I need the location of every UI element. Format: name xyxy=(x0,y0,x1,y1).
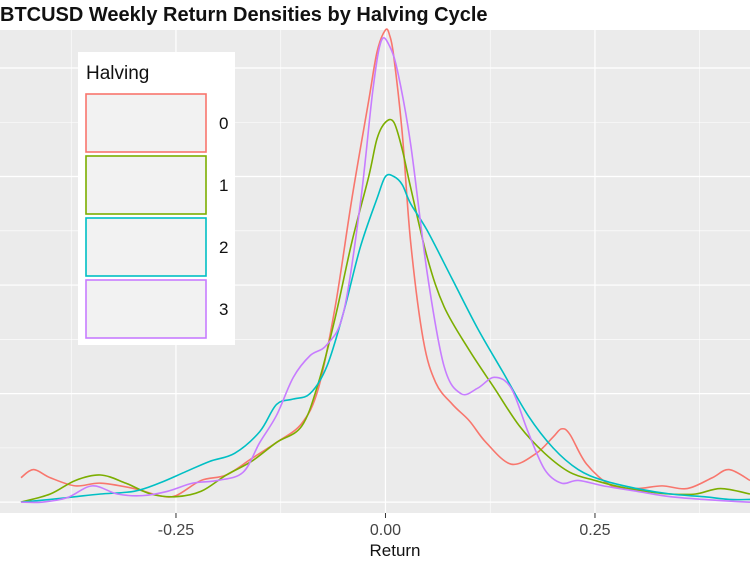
grid-lines xyxy=(0,30,750,513)
x-axis-title: Return xyxy=(369,541,420,560)
legend-label-halving-0: 0 xyxy=(219,114,228,133)
legend-key-halving-2 xyxy=(85,217,207,277)
legend-key-halving-1 xyxy=(85,155,207,215)
density-line-halving-2 xyxy=(20,173,750,503)
density-series xyxy=(20,28,750,504)
legend-label-halving-1: 1 xyxy=(219,176,228,195)
legend-label-halving-2: 2 xyxy=(219,238,228,257)
legend: Halving 0 1 2 3 xyxy=(78,52,235,345)
legend-key-halving-3 xyxy=(85,279,207,339)
density-line-halving-1 xyxy=(20,118,750,503)
x-tick-label: -0.25 xyxy=(158,522,195,539)
x-tick-label: 0.25 xyxy=(579,522,610,539)
legend-title: Halving xyxy=(86,63,149,84)
density-line-halving-3 xyxy=(20,37,750,504)
legend-label-halving-3: 3 xyxy=(219,300,228,319)
x-axis-ticks: -0.25 0.00 0.25 xyxy=(158,513,611,539)
x-tick-label: 0.00 xyxy=(370,522,401,539)
legend-key-halving-0 xyxy=(85,93,207,153)
chart-title: BTCUSD Weekly Return Densities by Halvin… xyxy=(0,4,488,26)
